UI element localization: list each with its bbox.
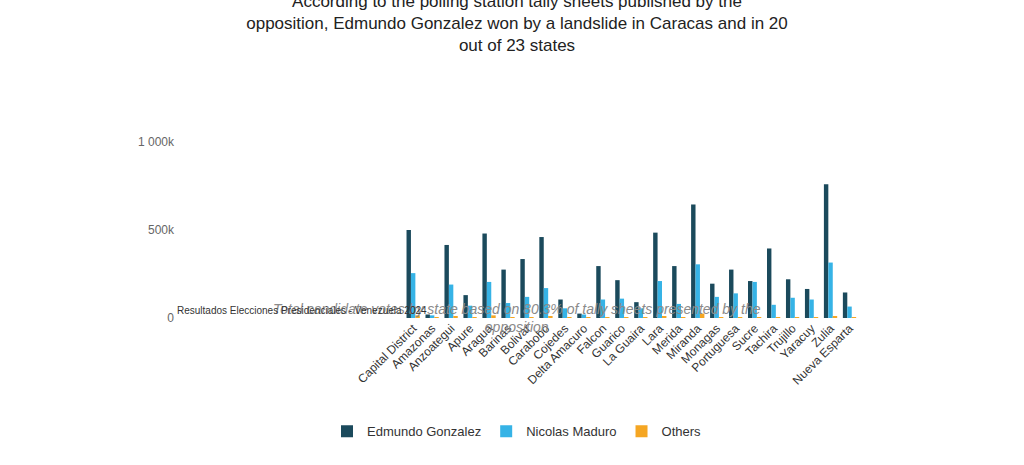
svg-text:Monagas: Monagas bbox=[678, 321, 723, 366]
svg-text:Capital District: Capital District bbox=[355, 321, 420, 386]
svg-text:Lara: Lara bbox=[639, 321, 666, 348]
svg-text:Merida: Merida bbox=[649, 321, 685, 357]
svg-text:Tachira: Tachira bbox=[743, 321, 780, 358]
svg-text:Trujillo: Trujillo bbox=[764, 321, 799, 356]
svg-text:Nueva Esparta: Nueva Esparta bbox=[790, 321, 856, 387]
svg-text:Bolivar: Bolivar bbox=[498, 321, 534, 357]
svg-text:Delta Amacuro: Delta Amacuro bbox=[525, 321, 591, 387]
svg-text:Miranda: Miranda bbox=[664, 321, 705, 362]
svg-text:Cojedes: Cojedes bbox=[530, 321, 571, 362]
svg-text:Sucre: Sucre bbox=[729, 321, 761, 353]
svg-text:According to the polling stati: According to the polling station tally s… bbox=[246, 0, 788, 55]
svg-text:Apure: Apure bbox=[444, 321, 477, 354]
svg-text:Nicolas Maduro: Nicolas Maduro bbox=[526, 424, 616, 439]
svg-text:Falcon: Falcon bbox=[574, 321, 609, 356]
svg-text:Total candidate votes by state: Total candidate votes by state based on … bbox=[273, 301, 761, 335]
svg-text:Amazonas: Amazonas bbox=[388, 321, 438, 371]
svg-text:Carabobo: Carabobo bbox=[505, 321, 552, 368]
svg-text:La Guaira: La Guaira bbox=[600, 321, 647, 368]
svg-text:500k: 500k bbox=[148, 223, 175, 237]
svg-text:Others: Others bbox=[662, 424, 702, 439]
svg-text:Edmundo Gonzalez: Edmundo Gonzalez bbox=[367, 424, 481, 439]
svg-text:Zulia: Zulia bbox=[809, 321, 838, 350]
svg-text:Barinas: Barinas bbox=[476, 321, 515, 360]
svg-text:Yaracuy: Yaracuy bbox=[778, 321, 818, 361]
svg-text:Portuguesa: Portuguesa bbox=[689, 321, 743, 375]
svg-text:0: 0 bbox=[167, 311, 174, 325]
svg-text:1 000k: 1 000k bbox=[138, 135, 175, 149]
svg-text:Aragua: Aragua bbox=[458, 321, 495, 358]
svg-text:Anzoategui: Anzoategui bbox=[405, 321, 457, 373]
svg-text:Resultados Elecciones Presiden: Resultados Elecciones Presidenciales - V… bbox=[177, 305, 427, 316]
svg-text:Guarico: Guarico bbox=[589, 321, 629, 361]
